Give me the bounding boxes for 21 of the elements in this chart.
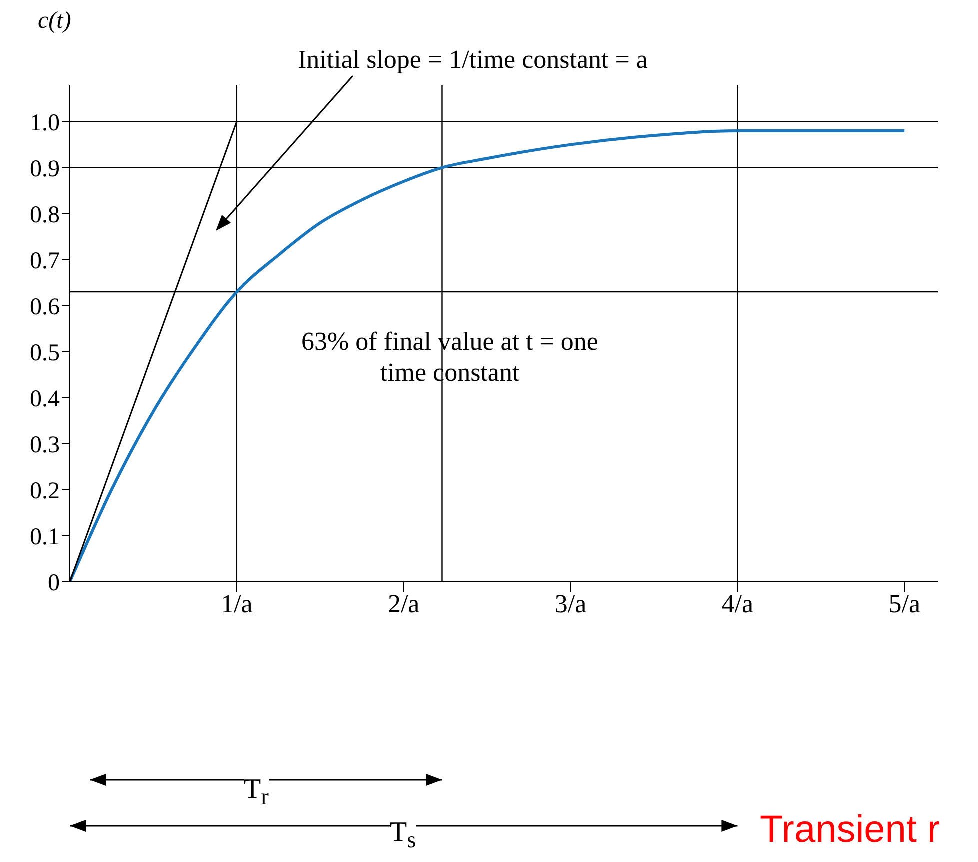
x-tick-label: 3/a [554,589,588,618]
x-tick-label: 1/a [221,589,254,618]
x-tick-label: 2/a [388,589,420,618]
text: T$_{s}$ [390,816,416,856]
text: Transient r [760,808,940,853]
y-tick-label: 0.3 [30,432,60,458]
y-tick-label: 0.6 [30,294,60,320]
y-axis-title: c(t) [38,8,72,35]
y-tick-label: 0 [48,570,60,597]
y-tick-label: 0.1 [30,524,60,550]
y-tick-label: 0.2 [30,478,60,504]
y-tick-label: 0.5 [30,340,60,366]
y-tick-label: 0.9 [30,156,60,182]
y-tick-label: 0.7 [30,248,60,274]
x-tick-label: 5/a [888,589,921,618]
text: Initial slope = 1/time constant = a [298,44,648,76]
y-tick-label: 0.4 [30,386,60,412]
y-tick-label: 1.0 [30,110,60,136]
y-tick-label: 0.8 [30,202,60,228]
text: T$_{r}$ [244,773,269,813]
x-tick-label: 4/a [722,589,754,618]
